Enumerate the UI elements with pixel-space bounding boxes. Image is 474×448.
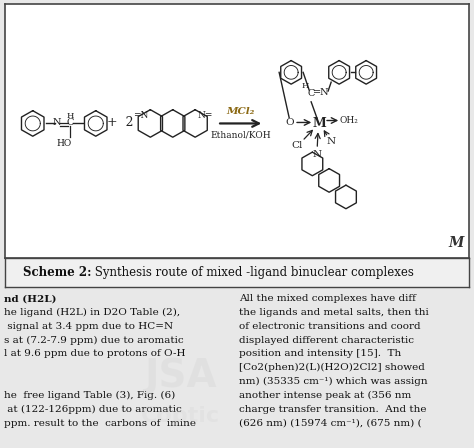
Text: +  2: + 2: [108, 116, 134, 129]
Text: =N: =N: [313, 87, 329, 96]
Text: Ethanol/KOH: Ethanol/KOH: [210, 131, 271, 140]
Text: M: M: [449, 236, 464, 250]
Text: Coptic: Coptic: [141, 406, 219, 426]
Text: charge transfer transition.  And the: charge transfer transition. And the: [239, 405, 427, 414]
Text: N: N: [53, 118, 61, 127]
Text: C: C: [66, 118, 73, 127]
Text: C: C: [308, 90, 315, 99]
Text: s at (7.2-7.9 ppm) due to aromatic: s at (7.2-7.9 ppm) due to aromatic: [4, 336, 183, 345]
Text: N: N: [327, 137, 336, 146]
Text: he ligand (H2L) in D2O Table (2),: he ligand (H2L) in D2O Table (2),: [4, 308, 180, 317]
Text: =N: =N: [133, 111, 148, 120]
Text: he  free ligand Table (3), Fig. (6): he free ligand Table (3), Fig. (6): [4, 391, 175, 400]
Text: Scheme 2:: Scheme 2:: [23, 266, 92, 279]
Text: M: M: [312, 117, 326, 130]
Text: l at 9.6 ppm due to protons of O-H: l at 9.6 ppm due to protons of O-H: [4, 349, 185, 358]
Text: displayed different characteristic: displayed different characteristic: [239, 336, 414, 345]
Text: position and intensity [15].  Th: position and intensity [15]. Th: [239, 349, 401, 358]
Text: HO: HO: [56, 138, 72, 147]
Text: ppm. result to the  carbons of  imine: ppm. result to the carbons of imine: [4, 418, 196, 427]
Text: All the mixed complexes have diff: All the mixed complexes have diff: [239, 294, 416, 303]
Text: nm) (35335 cm⁻¹) which was assign: nm) (35335 cm⁻¹) which was assign: [239, 377, 428, 386]
Text: Synthesis route of mixed -ligand binuclear complexes: Synthesis route of mixed -ligand binucle…: [91, 266, 413, 279]
Text: of electronic transitions and coord: of electronic transitions and coord: [239, 322, 421, 331]
Text: at (122-126ppm) due to aromatic: at (122-126ppm) due to aromatic: [4, 405, 182, 414]
Text: JSA: JSA: [144, 358, 217, 396]
Text: OH₂: OH₂: [340, 116, 358, 125]
Text: nd (H2L): nd (H2L): [4, 294, 56, 303]
Text: N: N: [312, 151, 322, 159]
Text: signal at 3.4 ppm due to HC=N: signal at 3.4 ppm due to HC=N: [4, 322, 173, 331]
Text: H: H: [66, 112, 73, 120]
Text: N=: N=: [197, 111, 213, 120]
Text: another intense peak at (356 nm: another intense peak at (356 nm: [239, 391, 411, 400]
Text: (626 nm) (15974 cm⁻¹), (675 nm) (: (626 nm) (15974 cm⁻¹), (675 nm) (: [239, 418, 422, 427]
Text: the ligands and metal salts, then thi: the ligands and metal salts, then thi: [239, 308, 429, 317]
Text: O: O: [286, 118, 294, 127]
Text: H: H: [301, 82, 309, 90]
Text: MCl₂: MCl₂: [227, 107, 255, 116]
Text: Cl: Cl: [292, 141, 303, 150]
Text: [Co2(phen)2(L)(H2O)2Cl2] showed: [Co2(phen)2(L)(H2O)2Cl2] showed: [239, 363, 425, 372]
